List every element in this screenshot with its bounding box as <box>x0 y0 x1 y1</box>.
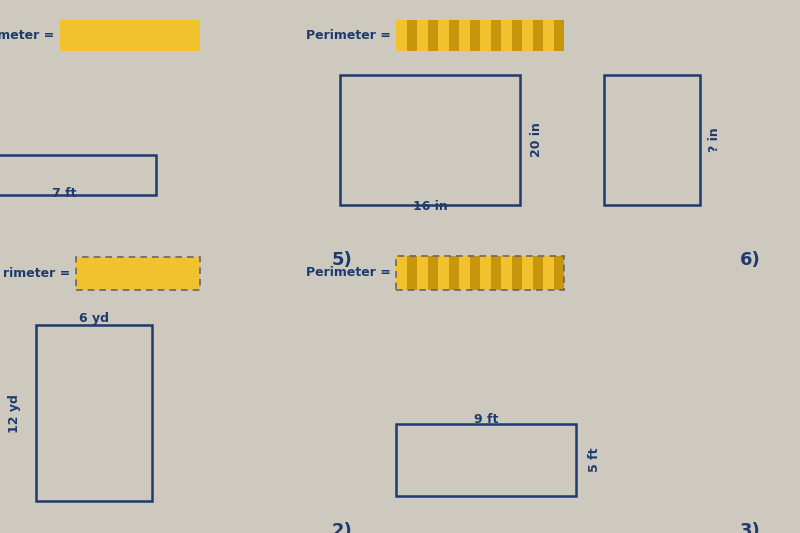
Bar <box>470 20 480 51</box>
Bar <box>554 256 564 290</box>
Text: 20 in: 20 in <box>530 122 543 157</box>
Text: 5 ft: 5 ft <box>588 447 601 472</box>
Bar <box>76 257 200 290</box>
Bar <box>396 256 564 290</box>
Text: 2): 2) <box>332 522 353 533</box>
Bar <box>36 325 152 501</box>
Bar <box>396 20 564 51</box>
Bar <box>533 20 543 51</box>
Text: 16 in: 16 in <box>413 200 448 213</box>
Text: Perimeter =: Perimeter = <box>306 29 390 42</box>
Text: 5): 5) <box>332 251 353 269</box>
Text: ? in: ? in <box>708 127 721 152</box>
Bar <box>406 256 417 290</box>
Text: Perimeter =: Perimeter = <box>306 266 390 279</box>
Bar <box>340 75 520 205</box>
Text: 6): 6) <box>740 251 761 269</box>
Bar <box>490 20 501 51</box>
Bar <box>533 256 543 290</box>
Bar <box>604 75 700 205</box>
Text: 7 ft: 7 ft <box>52 187 76 200</box>
Bar <box>554 20 564 51</box>
Text: 3): 3) <box>740 522 761 533</box>
Bar <box>511 20 522 51</box>
Bar <box>0 155 156 195</box>
Bar <box>76 257 200 290</box>
Bar <box>427 256 438 290</box>
Bar <box>396 424 576 496</box>
Bar <box>449 20 459 51</box>
Bar <box>449 256 459 290</box>
Bar <box>511 256 522 290</box>
Text: 9 ft: 9 ft <box>474 413 498 426</box>
Text: 12 yd: 12 yd <box>8 394 21 432</box>
Bar <box>396 256 564 290</box>
Bar <box>427 20 438 51</box>
Text: rimeter =: rimeter = <box>3 268 70 280</box>
Bar <box>470 256 480 290</box>
Bar <box>60 20 200 51</box>
Text: 6 yd: 6 yd <box>79 312 110 325</box>
Text: rimeter =: rimeter = <box>0 29 54 42</box>
Bar <box>490 256 501 290</box>
Bar <box>406 20 417 51</box>
